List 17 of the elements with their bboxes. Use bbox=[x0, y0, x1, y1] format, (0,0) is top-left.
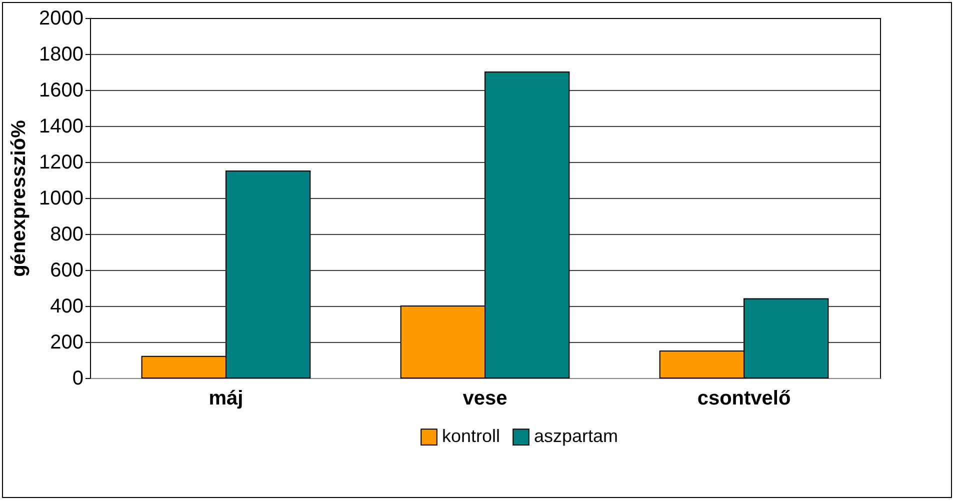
legend-label: aszpartam bbox=[534, 426, 618, 446]
y-tick-label: 2000 bbox=[39, 8, 84, 30]
y-tick-label: 200 bbox=[50, 332, 84, 354]
y-tick-label: 400 bbox=[50, 296, 84, 318]
y-tick-label: 0 bbox=[72, 368, 84, 390]
legend-label: kontroll bbox=[442, 426, 500, 446]
y-tick-label: 1400 bbox=[39, 116, 84, 138]
y-tick-label: 1800 bbox=[39, 44, 84, 66]
y-axis-title: génexpresszió% bbox=[8, 120, 30, 277]
y-tick-label: 1000 bbox=[39, 188, 84, 210]
y-tick-label: 600 bbox=[50, 260, 84, 282]
y-tick-label: 800 bbox=[50, 224, 84, 246]
x-tick-label: máj bbox=[208, 388, 244, 410]
x-tick-label: csontvelő bbox=[697, 388, 791, 410]
y-tick-label: 1200 bbox=[39, 152, 84, 174]
x-tick-label: vese bbox=[462, 388, 508, 410]
y-tick-label: 1600 bbox=[39, 80, 84, 102]
